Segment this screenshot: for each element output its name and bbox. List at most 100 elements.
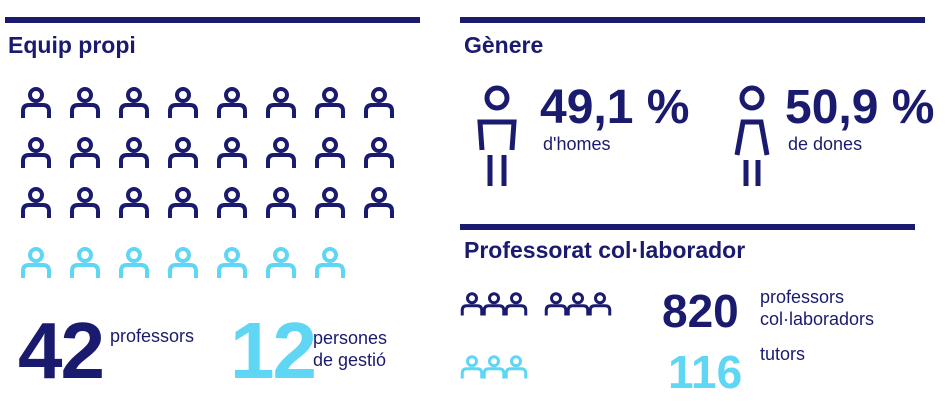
icon-shape	[217, 103, 247, 118]
icon-shape	[224, 87, 240, 103]
icon-shape	[70, 153, 100, 168]
icon-shape	[273, 247, 289, 263]
stat-label: d'homes	[543, 134, 611, 154]
icon-shape	[119, 153, 149, 168]
icon-shape	[550, 292, 562, 305]
icon-shape	[315, 203, 345, 218]
icon-shape	[217, 153, 247, 168]
icon-shape	[168, 263, 198, 278]
icon-shape	[743, 160, 761, 186]
icon-shape	[315, 103, 345, 118]
icon-shape	[364, 153, 394, 168]
icon-shape	[126, 247, 142, 263]
icon-shape	[168, 203, 198, 218]
icon-shape	[273, 137, 289, 153]
icon-shape	[77, 137, 93, 153]
stat-number: 12	[230, 306, 317, 395]
icon-shape	[734, 119, 770, 156]
icon-shape	[588, 304, 612, 316]
icon-shape	[70, 263, 100, 278]
icon-shape	[739, 85, 765, 111]
icon-shape	[364, 203, 394, 218]
icon-shape	[175, 137, 191, 153]
icon-shape	[77, 87, 93, 103]
icon-shape	[482, 304, 506, 316]
icon-shape	[477, 119, 517, 151]
icon-shape	[217, 263, 247, 278]
stat-number: 50,9 %	[785, 81, 935, 134]
section-bar	[460, 17, 925, 23]
icon-shape	[266, 153, 296, 168]
icon-shape	[168, 153, 198, 168]
icon-shape	[460, 367, 484, 379]
icon-shape	[119, 103, 149, 118]
icon-shape	[126, 137, 142, 153]
icon-shape	[28, 187, 44, 203]
icon-shape	[224, 247, 240, 263]
icon-shape	[21, 263, 51, 278]
icon-shape	[371, 137, 387, 153]
stat-number: 116	[668, 346, 743, 398]
icon-shape	[175, 187, 191, 203]
icon-shape	[371, 187, 387, 203]
section-title: Gènere	[464, 32, 544, 58]
icon-shape	[371, 87, 387, 103]
icon-shape	[322, 247, 338, 263]
stat-number: 820	[662, 285, 739, 337]
icon-shape	[217, 203, 247, 218]
icon-shape	[510, 292, 522, 305]
stat-label: tutors	[760, 344, 806, 364]
icon-shape	[224, 187, 240, 203]
icon-shape	[273, 187, 289, 203]
icon-shape	[315, 263, 345, 278]
icon-shape	[488, 355, 500, 368]
icon-shape	[126, 87, 142, 103]
icon-shape	[510, 355, 522, 368]
stat-number: 49,1 %	[540, 81, 690, 134]
icon-shape	[21, 153, 51, 168]
stat-label: professors col·laboradors	[760, 287, 875, 329]
icon-shape	[224, 137, 240, 153]
icon-shape	[28, 137, 44, 153]
icon-shape	[364, 103, 394, 118]
icon-shape	[466, 355, 478, 368]
icon-shape	[70, 203, 100, 218]
stat-label: persones de gestió	[313, 328, 388, 370]
icon-shape	[168, 103, 198, 118]
icon-shape	[175, 87, 191, 103]
section-bar	[5, 17, 420, 23]
icon-shape	[594, 292, 606, 305]
icon-shape	[77, 187, 93, 203]
icon-shape	[460, 304, 484, 316]
icon-shape	[28, 247, 44, 263]
icon-shape	[28, 87, 44, 103]
section-bar	[460, 224, 915, 230]
section-title: Professorat col·laborador	[464, 237, 746, 263]
icon-shape	[572, 292, 584, 305]
section-title: Equip propi	[8, 32, 136, 58]
stat-label: de dones	[788, 134, 863, 154]
icon-shape	[322, 87, 338, 103]
icon-shape	[266, 103, 296, 118]
icon-shape	[266, 263, 296, 278]
stat-label: professors	[110, 326, 195, 346]
icon-shape	[175, 247, 191, 263]
icon-shape	[119, 203, 149, 218]
icon-shape	[315, 153, 345, 168]
icon-shape	[126, 187, 142, 203]
icon-shape	[544, 304, 568, 316]
icon-shape	[566, 304, 590, 316]
icon-shape	[487, 155, 507, 186]
icon-shape	[482, 367, 506, 379]
icon-shape	[504, 304, 528, 316]
icon-shape	[504, 367, 528, 379]
icon-shape	[273, 87, 289, 103]
stat-number: 42	[18, 306, 105, 395]
icon-shape	[70, 103, 100, 118]
icon-shape	[266, 203, 296, 218]
icon-shape	[119, 263, 149, 278]
icon-shape	[488, 292, 500, 305]
icon-shape	[21, 103, 51, 118]
